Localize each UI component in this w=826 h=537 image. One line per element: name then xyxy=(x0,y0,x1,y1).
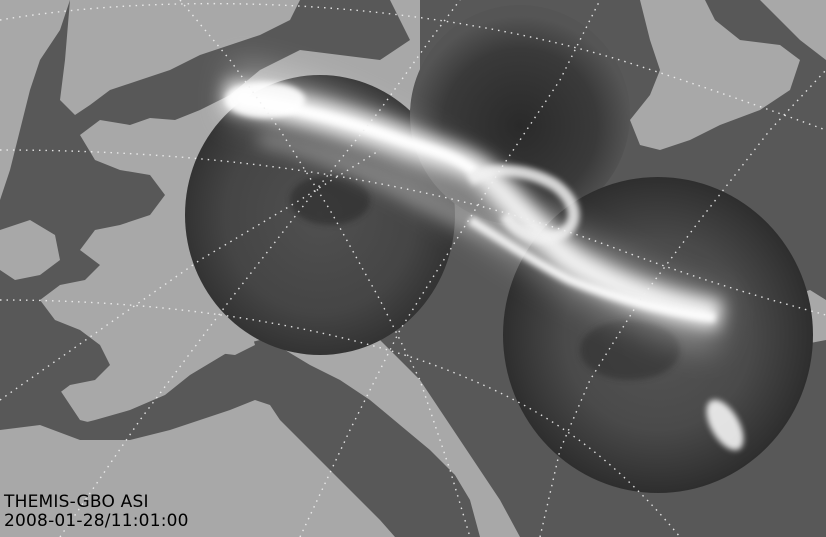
north-coast-water xyxy=(60,0,300,115)
instrument-label: THEMIS-GBO ASI xyxy=(4,492,149,512)
grid-longitude-line xyxy=(299,0,601,537)
prince-william-sound xyxy=(200,320,255,355)
bering-sea xyxy=(0,0,70,200)
hudson-bay-east xyxy=(760,0,826,60)
alaska-landmass xyxy=(0,0,480,537)
aurora-arc xyxy=(222,62,744,451)
western-bay xyxy=(0,220,60,280)
cook-inlet xyxy=(120,335,180,380)
grid-latitude-line xyxy=(0,149,826,316)
gulf-of-alaska xyxy=(0,400,395,537)
grid-latitude-line xyxy=(0,299,681,537)
grid-longitude-line xyxy=(179,0,471,537)
hudson-bay-inlet xyxy=(630,0,800,150)
timestamp-label: 2008-01-28/11:01:00 xyxy=(4,511,189,531)
image-caption: THEMIS-GBO ASI 2008-01-28/11:01:00 xyxy=(4,493,189,531)
